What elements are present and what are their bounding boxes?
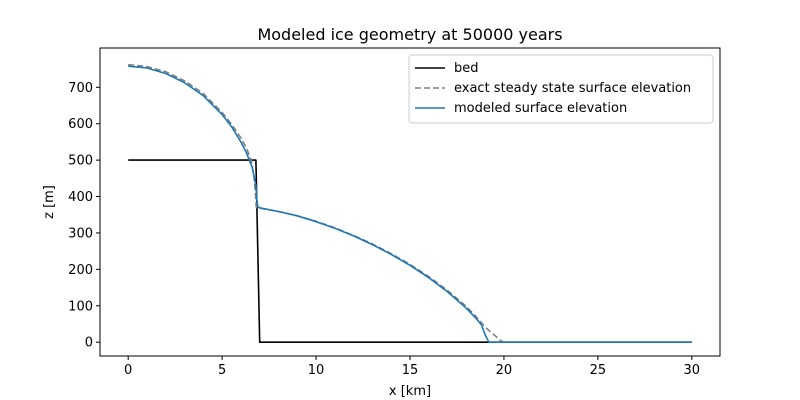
y-tick-label: 500 xyxy=(68,154,93,169)
y-axis-label: z [m] xyxy=(42,185,57,219)
legend-box xyxy=(408,54,714,124)
series-line-2 xyxy=(128,65,692,344)
y-tick-label: 300 xyxy=(68,226,93,241)
legend: bed exact steady state surface elevation… xyxy=(408,54,714,124)
y-tick-label: 100 xyxy=(68,299,93,314)
x-tick-label: 25 xyxy=(590,363,607,378)
legend-label-exact-surface: exact steady state surface elevation xyxy=(454,81,691,96)
x-tick-label: 10 xyxy=(308,363,325,378)
x-tick-label: 5 xyxy=(218,363,226,378)
series-line-0 xyxy=(128,159,692,344)
plot-lines xyxy=(128,63,692,344)
y-tick-label: 200 xyxy=(68,263,93,278)
y-axis-ticks: 0 100 200 300 400 500 600 700 xyxy=(68,81,100,351)
x-tick-label: 30 xyxy=(684,363,701,378)
legend-label-bed: bed xyxy=(454,61,479,76)
x-axis-label: x [km] xyxy=(389,384,431,399)
x-tick-label: 15 xyxy=(402,363,419,378)
y-tick-label: 700 xyxy=(68,81,93,96)
x-tick-label: 20 xyxy=(496,363,513,378)
x-axis-ticks: 0 5 10 15 20 25 30 xyxy=(124,356,700,378)
y-tick-label: 600 xyxy=(68,117,93,132)
y-tick-label: 400 xyxy=(68,190,93,205)
y-tick-label: 0 xyxy=(85,336,93,351)
x-tick-label: 0 xyxy=(124,363,132,378)
chart-title: Modeled ice geometry at 50000 years xyxy=(257,25,562,44)
legend-label-modeled-surface: modeled surface elevation xyxy=(454,101,627,116)
